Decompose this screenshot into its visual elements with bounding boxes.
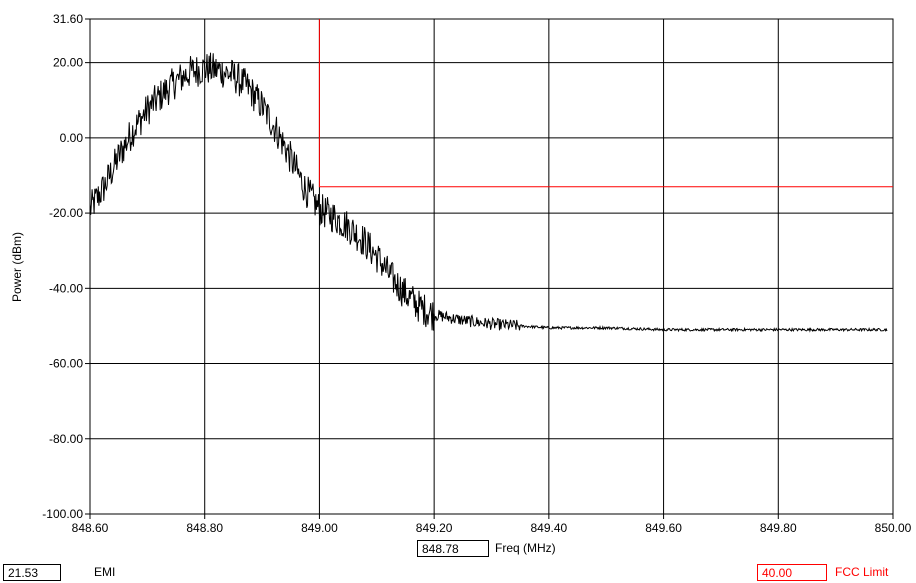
y-tick-label: -100.00 <box>42 507 83 521</box>
x-tick-label: 849.60 <box>645 521 682 535</box>
grid <box>85 18 894 519</box>
y-tick-label: 31.60 <box>53 12 83 26</box>
emi-label: EMI <box>94 565 116 579</box>
y-tick-label: -40.00 <box>49 281 83 295</box>
x-axis-title: Freq (MHz) <box>495 541 556 555</box>
y-tick-label: -20.00 <box>49 206 83 220</box>
plot-area <box>89 18 894 515</box>
y-tick-label: 0.00 <box>60 131 84 145</box>
freq-value-box: 848.78 <box>417 540 489 557</box>
y-tick-labels: 31.60 20.00 0.00 -20.00 -40.00 -60.00 -80.00 -1… <box>42 12 83 521</box>
x-tick-label: 849.00 <box>301 521 338 535</box>
series-group <box>89 19 893 333</box>
x-tick-label: 849.20 <box>416 521 453 535</box>
x-tick-label: 849.80 <box>760 521 797 535</box>
x-tick-label: 850.00 <box>875 521 912 535</box>
fcc-limit-line <box>318 19 893 188</box>
y-tick-label: -60.00 <box>49 357 83 371</box>
fcc-limit-value-box: 40.00 <box>757 564 827 581</box>
x-tick-label: 848.80 <box>186 521 223 535</box>
y-tick-label: -80.00 <box>49 432 83 446</box>
y-tick-label: 20.00 <box>53 56 83 70</box>
x-tick-label: 849.40 <box>531 521 568 535</box>
y-axis-title: Power (dBm) <box>10 232 24 302</box>
x-tick-label: 848.60 <box>72 521 109 535</box>
emission-trace-line <box>89 52 888 333</box>
emi-value-box: 21.53 <box>3 564 61 581</box>
x-tick-labels: 848.60 848.80 849.00 849.20 849.40 849.60 849.… <box>72 521 912 535</box>
fcc-limit-label: FCC Limit <box>835 565 889 579</box>
